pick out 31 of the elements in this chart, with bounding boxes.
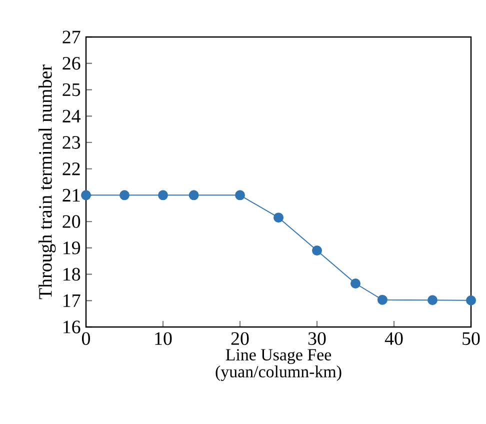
y-tick-label: 17 — [64, 294, 80, 307]
y-tick-label: 21 — [62, 188, 80, 202]
point — [350, 278, 361, 288]
y-tick-label: 19 — [64, 242, 80, 254]
point — [274, 212, 284, 223]
y-tick-label: 26 — [62, 57, 80, 70]
point — [377, 294, 388, 305]
point — [81, 190, 92, 200]
x-tick-label: 0 — [82, 332, 90, 345]
point — [158, 190, 168, 200]
y-tick-label: 27 — [62, 30, 80, 44]
point — [120, 190, 130, 200]
x-tick-label: 50 — [462, 332, 480, 345]
y-axis-title: Through train terminal number — [38, 64, 56, 300]
y-tick-label: 25 — [62, 83, 80, 96]
point — [188, 190, 199, 200]
x-tick-label: 10 — [155, 332, 172, 345]
point — [428, 295, 438, 306]
x-axis-title: Line Usage Fee (yuan/column-km) — [216, 349, 342, 381]
y-tick-label: 20 — [62, 215, 80, 228]
point — [312, 246, 322, 256]
y-tick-label: 16 — [64, 320, 80, 334]
point — [466, 295, 476, 306]
x-tick-label: 20 — [231, 332, 249, 345]
x-tick-label: 40 — [384, 332, 403, 345]
x-tick-label: 30 — [308, 332, 326, 345]
y-tick-label: 23 — [62, 136, 80, 149]
y-tick-label: 24 — [62, 110, 81, 122]
y-tick-label: 18 — [64, 268, 80, 281]
point — [235, 190, 246, 200]
y-tick-label: 22 — [62, 162, 80, 176]
